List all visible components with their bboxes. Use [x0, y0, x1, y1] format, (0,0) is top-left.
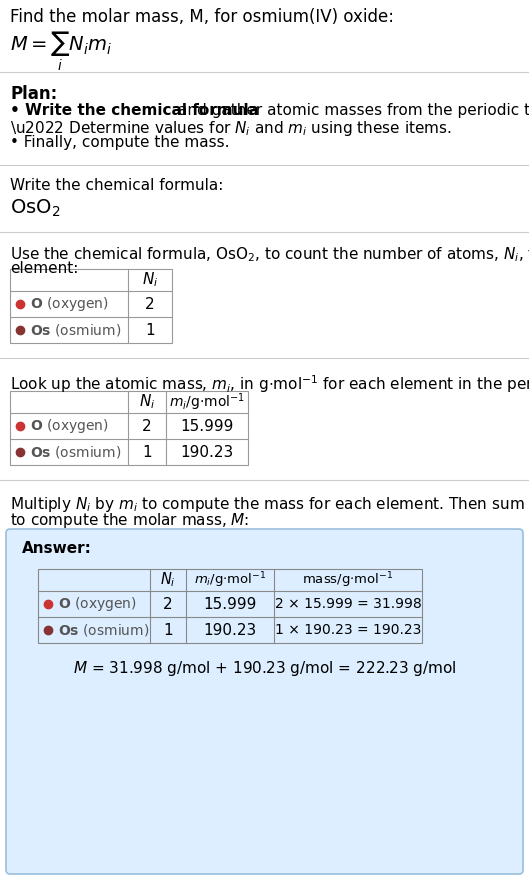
Text: Use the chemical formula, $\mathrm{OsO_2}$, to count the number of atoms, $N_i$,: Use the chemical formula, $\mathrm{OsO_2…: [10, 245, 529, 264]
Text: 1: 1: [142, 444, 152, 459]
Text: • Finally, compute the mass.: • Finally, compute the mass.: [10, 135, 230, 150]
Text: 2: 2: [145, 297, 155, 312]
Text: 190.23: 190.23: [203, 622, 257, 637]
Text: element:: element:: [10, 261, 78, 276]
Text: 1: 1: [163, 622, 173, 637]
Text: • Write the chemical formula: • Write the chemical formula: [10, 103, 264, 118]
Text: 1: 1: [145, 322, 155, 338]
Text: $N_i$: $N_i$: [139, 392, 155, 411]
Text: Multiply $N_i$ by $m_i$ to compute the mass for each element. Then sum those val: Multiply $N_i$ by $m_i$ to compute the m…: [10, 495, 529, 514]
Text: and gather atomic masses from the periodic table.: and gather atomic masses from the period…: [178, 103, 529, 118]
FancyBboxPatch shape: [6, 529, 523, 874]
Text: 15.999: 15.999: [180, 419, 234, 434]
Text: $m_i$/g$\cdot$mol$^{-1}$: $m_i$/g$\cdot$mol$^{-1}$: [169, 392, 245, 413]
Text: $\mathbf{O}$ (oxygen): $\mathbf{O}$ (oxygen): [30, 295, 109, 313]
Text: 15.999: 15.999: [203, 597, 257, 612]
Text: 2 × 15.999 = 31.998: 2 × 15.999 = 31.998: [275, 597, 422, 611]
Text: $\mathrm{OsO_2}$: $\mathrm{OsO_2}$: [10, 198, 60, 219]
Text: $\mathbf{Os}$ (osmium): $\mathbf{Os}$ (osmium): [30, 322, 122, 338]
Text: Look up the atomic mass, $m_i$, in g$\cdot$mol$^{-1}$ for each element in the pe: Look up the atomic mass, $m_i$, in g$\cd…: [10, 373, 529, 395]
Text: \u2022 Determine values for $N_i$ and $m_i$ using these items.: \u2022 Determine values for $N_i$ and $m…: [10, 119, 452, 138]
Text: Answer:: Answer:: [22, 541, 92, 556]
Text: $m_i$/g$\cdot$mol$^{-1}$: $m_i$/g$\cdot$mol$^{-1}$: [194, 570, 266, 590]
Text: Plan:: Plan:: [10, 85, 57, 103]
Text: to compute the molar mass, $M$:: to compute the molar mass, $M$:: [10, 511, 249, 530]
Text: 1 × 190.23 = 190.23: 1 × 190.23 = 190.23: [275, 623, 421, 637]
Text: $\mathbf{O}$ (oxygen): $\mathbf{O}$ (oxygen): [58, 595, 137, 613]
Text: mass/g$\cdot$mol$^{-1}$: mass/g$\cdot$mol$^{-1}$: [302, 570, 394, 590]
Text: $\mathbf{Os}$ (osmium): $\mathbf{Os}$ (osmium): [58, 622, 150, 638]
Text: $\mathbf{O}$ (oxygen): $\mathbf{O}$ (oxygen): [30, 417, 109, 435]
Text: Write the chemical formula:: Write the chemical formula:: [10, 178, 223, 193]
Text: $N_i$: $N_i$: [160, 570, 176, 590]
Text: 190.23: 190.23: [180, 444, 234, 459]
Text: $N_i$: $N_i$: [142, 271, 158, 290]
Text: Find the molar mass, M, for osmium(IV) oxide:: Find the molar mass, M, for osmium(IV) o…: [10, 8, 394, 26]
Text: 2: 2: [163, 597, 173, 612]
Text: 2: 2: [142, 419, 152, 434]
Text: $M = \sum_i N_i m_i$: $M = \sum_i N_i m_i$: [10, 30, 112, 73]
Text: $\mathbf{Os}$ (osmium): $\mathbf{Os}$ (osmium): [30, 444, 122, 460]
Text: $M$ = 31.998 g/mol + 190.23 g/mol = 222.23 g/mol: $M$ = 31.998 g/mol + 190.23 g/mol = 222.…: [72, 659, 457, 678]
